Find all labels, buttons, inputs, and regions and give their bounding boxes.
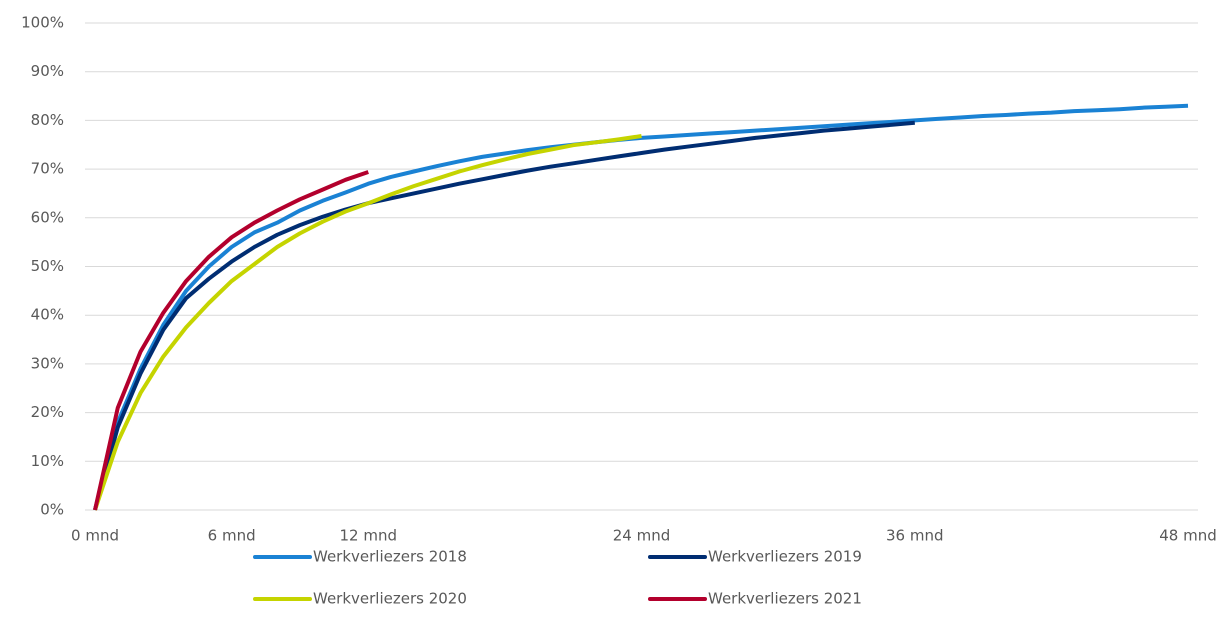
series-line bbox=[93, 103, 1189, 511]
x-tick-label: 48 mnd bbox=[1159, 527, 1217, 545]
y-tick-label: 20% bbox=[31, 403, 64, 421]
y-tick-label: 0% bbox=[40, 501, 64, 519]
y-tick-label: 40% bbox=[31, 306, 64, 324]
x-tick-label: 24 mnd bbox=[613, 527, 671, 545]
x-tick-label: 12 mnd bbox=[340, 527, 398, 545]
legend-label: Werkverliezers 2021 bbox=[708, 590, 862, 608]
y-tick-label: 30% bbox=[31, 354, 64, 372]
legend-label: Werkverliezers 2020 bbox=[313, 590, 467, 608]
y-tick-label: 100% bbox=[21, 14, 64, 32]
series-line bbox=[93, 170, 369, 511]
x-tick-label: 36 mnd bbox=[886, 527, 944, 545]
x-tick-label: 0 mnd bbox=[71, 527, 119, 545]
y-tick-label: 80% bbox=[31, 111, 64, 129]
y-tick-label: 10% bbox=[31, 452, 64, 470]
series-line bbox=[93, 120, 915, 511]
y-tick-label: 60% bbox=[31, 208, 64, 226]
legend-label: Werkverliezers 2019 bbox=[708, 548, 862, 566]
x-tick-label: 6 mnd bbox=[208, 527, 256, 545]
y-tick-label: 70% bbox=[31, 160, 64, 178]
series-line bbox=[93, 134, 642, 511]
y-tick-label: 50% bbox=[31, 257, 64, 275]
y-tick-label: 90% bbox=[31, 62, 64, 80]
legend-label: Werkverliezers 2018 bbox=[313, 548, 467, 566]
